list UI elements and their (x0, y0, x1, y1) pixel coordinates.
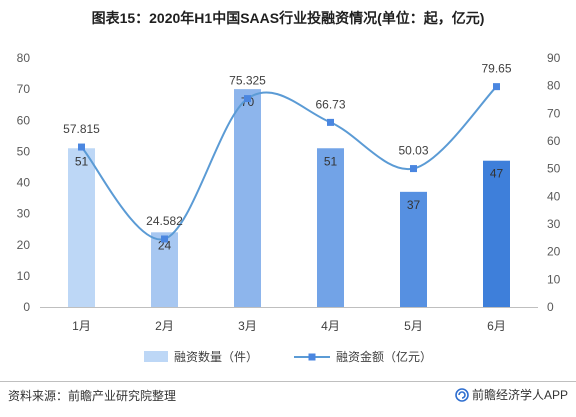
x-axis-tick-label: 4月 (321, 319, 340, 333)
amount-point-4 (327, 118, 334, 126)
left-axis-tick-label: 0 (23, 300, 30, 314)
qianzhan-logo-icon (455, 387, 469, 402)
right-axis-tick-label: 20 (547, 245, 561, 259)
legend-label-amount: 融资金额（亿元） (336, 350, 433, 364)
left-axis-tick-label: 20 (17, 238, 31, 252)
left-axis-tick-label: 30 (17, 207, 31, 221)
left-axis-tick-label: 10 (17, 269, 31, 283)
bar-count-4 (317, 148, 344, 307)
bar-value-label-5: 37 (407, 198, 421, 212)
chart-legend: 融资数量（件） 融资金额（亿元） (0, 348, 576, 365)
x-axis-tick-label: 3月 (238, 319, 257, 333)
x-axis-tick-label: 2月 (155, 319, 174, 333)
bar-value-label-6: 47 (490, 167, 504, 181)
legend-item-count: 融资数量（件） (143, 348, 258, 365)
x-axis-tick-label: 1月 (72, 319, 91, 333)
amount-point-3 (244, 95, 251, 103)
left-axis-tick-label: 80 (17, 51, 31, 65)
legend-bar-swatch (143, 351, 168, 362)
bar-value-label-1: 51 (75, 154, 89, 168)
bar-value-label-4: 51 (324, 154, 338, 168)
left-axis-tick-label: 40 (17, 176, 31, 190)
right-axis-tick-label: 40 (547, 189, 561, 203)
right-axis-tick-label: 0 (547, 300, 554, 314)
right-axis-tick-label: 60 (547, 134, 561, 148)
legend-label-count: 融资数量（件） (173, 350, 258, 364)
right-axis-tick-label: 50 (547, 162, 561, 176)
amount-point-5 (410, 165, 417, 173)
right-axis-tick-label: 30 (547, 217, 561, 231)
footer-brand-label: 前瞻经济学人APP (471, 388, 568, 402)
bar-count-5 (400, 191, 427, 307)
amount-value-label-1: 57.815 (63, 122, 100, 136)
left-axis-tick-label: 60 (17, 113, 31, 127)
amount-point-2 (161, 235, 168, 243)
chart-title: 图表15：2020年H1中国SAAS行业投融资情况(单位：起，亿元) (91, 10, 485, 26)
left-axis-tick-label: 50 (17, 144, 31, 158)
amount-value-label-2: 24.582 (146, 214, 183, 228)
amount-value-label-6: 79.65 (481, 62, 511, 76)
footer-source: 资料来源：前瞻产业研究院整理 (8, 389, 177, 403)
right-axis-tick-label: 90 (547, 51, 561, 65)
bar-count-2 (151, 232, 178, 307)
amount-line (80, 85, 498, 241)
amount-point-1 (78, 143, 85, 151)
right-axis-tick-label: 70 (547, 106, 561, 120)
bar-count-3 (234, 89, 261, 307)
footer-divider (0, 381, 576, 382)
x-axis-tick-label: 6月 (487, 319, 506, 333)
amount-value-label-3: 75.325 (229, 74, 266, 88)
x-axis-tick-label: 5月 (404, 319, 423, 333)
amount-point-6 (493, 83, 500, 91)
bar-count-6 (483, 160, 510, 307)
left-axis-tick-label: 70 (17, 82, 31, 96)
amount-value-label-4: 66.73 (315, 97, 345, 111)
bar-count-1 (68, 148, 95, 307)
legend-line-swatch (294, 353, 330, 360)
right-axis-tick-label: 80 (547, 79, 561, 93)
amount-value-label-5: 50.03 (398, 144, 428, 158)
right-axis-tick-label: 10 (547, 272, 561, 286)
legend-item-amount: 融资金额（亿元） (294, 348, 432, 365)
footer-brand: 前瞻经济学人APP (455, 386, 568, 403)
